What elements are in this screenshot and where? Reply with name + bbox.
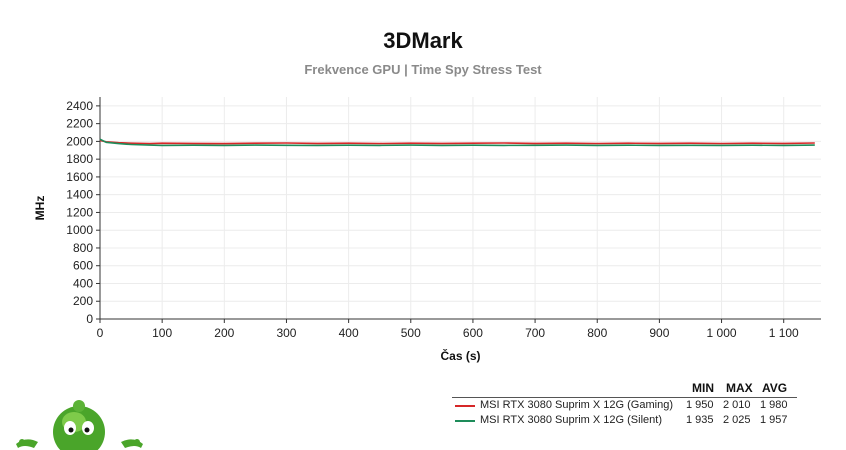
legend-series-name: MSI RTX 3080 Suprim X 12G (Silent): [480, 414, 662, 426]
legend-max-value: 2 010: [723, 399, 751, 411]
x-tick-label: 600: [463, 326, 483, 340]
x-tick-label: 800: [587, 326, 607, 340]
x-tick-label: 0: [97, 326, 104, 340]
y-tick-label: 0: [86, 312, 93, 326]
y-tick-label: 1400: [66, 188, 93, 202]
y-tick-label: 2400: [66, 99, 93, 113]
y-tick-label: 2200: [66, 117, 93, 131]
x-tick-label: 1 000: [707, 326, 737, 340]
x-tick-label: 1 100: [769, 326, 799, 340]
y-tick-label: 2000: [66, 134, 93, 148]
legend-swatch-gaming: [455, 405, 475, 407]
mascot-logo-icon: [16, 400, 143, 450]
x-tick-label: 900: [649, 326, 669, 340]
series-line-silent: [99, 138, 815, 147]
y-tick-label: 600: [73, 259, 93, 273]
chart-subtitle: Frekvence GPU | Time Spy Stress Test: [304, 62, 542, 77]
legend-swatch-silent: [455, 420, 475, 422]
y-tick-label: 200: [73, 294, 93, 308]
legend-row-silent: MSI RTX 3080 Suprim X 12G (Silent) 1 935…: [452, 414, 797, 428]
x-axis-label: Čas (s): [440, 348, 480, 363]
legend-max-value: 2 025: [723, 414, 751, 426]
legend-avg-value: 1 957: [760, 414, 788, 426]
y-axis-label: MHz: [33, 196, 47, 221]
legend-min-value: 1 950: [686, 399, 714, 411]
legend-header-avg: AVG: [762, 381, 788, 395]
legend-header: MIN MAX AVG: [452, 380, 797, 398]
x-tick-label: 300: [276, 326, 296, 340]
legend-avg-value: 1 980: [760, 399, 788, 411]
y-tick-label: 1600: [66, 170, 93, 184]
legend: MIN MAX AVG MSI RTX 3080 Suprim X 12G (G…: [452, 380, 797, 428]
y-tick-label: 800: [73, 241, 93, 255]
legend-header-max: MAX: [726, 381, 753, 395]
y-tick-label: 1800: [66, 152, 93, 166]
y-tick-label: 1200: [66, 205, 93, 219]
legend-row-gaming: MSI RTX 3080 Suprim X 12G (Gaming) 1 950…: [452, 399, 797, 413]
legend-series-name: MSI RTX 3080 Suprim X 12G (Gaming): [480, 399, 673, 411]
x-tick-label: 700: [525, 326, 545, 340]
chart-title: 3DMark: [383, 28, 463, 53]
y-tick-label: 1000: [66, 223, 93, 237]
x-tick-label: 100: [152, 326, 172, 340]
y-tick-label: 400: [73, 276, 93, 290]
x-tick-label: 200: [214, 326, 234, 340]
legend-min-value: 1 935: [686, 414, 714, 426]
x-tick-label: 400: [339, 326, 359, 340]
legend-header-min: MIN: [692, 381, 714, 395]
series-line-gaming: [99, 139, 815, 145]
x-tick-label: 500: [401, 326, 421, 340]
